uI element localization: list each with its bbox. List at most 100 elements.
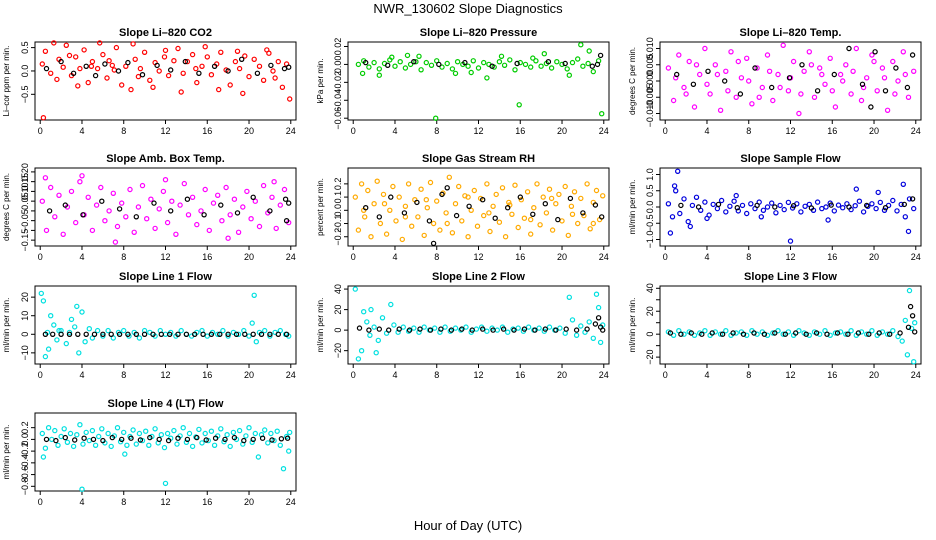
data-point [881,207,888,213]
data-point [396,326,402,332]
y-tick-label: 0.00 [333,56,343,74]
data-point [439,64,445,70]
y-tick-label: −0.5 [645,214,655,232]
data-point [45,425,52,431]
data-point [208,71,215,78]
data-point [222,436,228,443]
data-point [571,189,578,195]
data-point [502,233,509,240]
data-point [697,71,703,78]
data-point [202,186,208,193]
x-tick-label: 12 [160,126,170,136]
data-point [848,328,854,334]
data-point [196,70,202,77]
data-point [516,102,522,108]
data-point [52,427,58,434]
data-point [270,68,276,74]
x-tick-label: 0 [663,252,668,262]
data-point [723,209,729,215]
data-point [426,218,433,224]
data-point [236,427,243,434]
data-point [79,309,85,315]
data-point [739,202,746,209]
data-point [538,63,544,69]
data-point [371,200,377,207]
data-point [727,203,733,209]
data-point [98,184,104,191]
data-point [414,199,420,206]
data-point [490,327,496,333]
data-point [725,88,731,94]
data-point [900,49,907,55]
y-tick-label: −0.010 [645,100,655,128]
data-point [430,240,437,247]
x-tick-label: 12 [473,126,483,136]
panel-line4-lt-flow: Slope Line 4 (LT) Flow ml/min per min. 0 4 8… [2,398,297,507]
data-point [218,202,224,208]
data-point [827,55,833,62]
data-point [277,442,283,448]
data-point [278,436,285,442]
data-point [206,227,212,234]
data-point [136,335,143,341]
data-point [397,59,403,65]
data-point [823,204,829,210]
data-point [852,202,858,209]
y-tick-label: −0.4 [20,454,30,472]
data-point [251,292,257,298]
data-point [141,49,148,56]
data-point [254,70,261,77]
data-point [217,331,223,337]
data-point [280,466,287,472]
y-tick-label: −0.2 [20,442,30,460]
data-point [473,326,480,332]
y-axis-label: Li–cor ppm per min. [2,46,11,117]
data-point [893,65,899,71]
y-tick-label: −0.04 [333,89,343,112]
y-tick-label: 0.0 [20,65,30,78]
data-point [236,65,243,72]
data-point [265,440,271,446]
plot-frame [659,41,922,121]
data-point [874,88,880,94]
data-point [761,331,768,337]
data-point [42,175,49,181]
data-point [590,220,597,227]
data-point [772,330,778,336]
data-point [165,437,172,444]
data-point [199,63,205,70]
data-point [120,429,127,436]
data-point [77,178,83,185]
data-point [109,434,116,441]
data-point [901,201,908,208]
y-tick-label: 0.10 [20,183,30,201]
data-point [766,68,773,75]
data-point [76,350,82,356]
data-point [355,227,362,233]
data-point [548,195,555,202]
data-point [39,198,46,204]
data-point [275,58,281,65]
data-point [287,96,293,102]
data-point [566,294,573,300]
x-tick-label: 0 [351,252,356,262]
data-point [860,84,867,91]
data-point [905,94,912,101]
data-point [517,59,524,66]
data-point [785,199,792,206]
data-point [798,91,804,97]
data-point [201,212,207,218]
data-point [908,325,915,332]
data-point [413,59,419,65]
data-point [521,326,528,332]
data-point [902,317,909,324]
data-point [189,194,196,200]
x-tick-label: 4 [704,252,709,262]
data-point [595,304,602,311]
y-axis-label: ml/min per min. [316,298,325,353]
data-point [230,429,237,436]
x-tick-label: 8 [434,370,439,380]
data-point [366,64,372,70]
data-point [866,331,872,337]
data-point [553,200,559,207]
